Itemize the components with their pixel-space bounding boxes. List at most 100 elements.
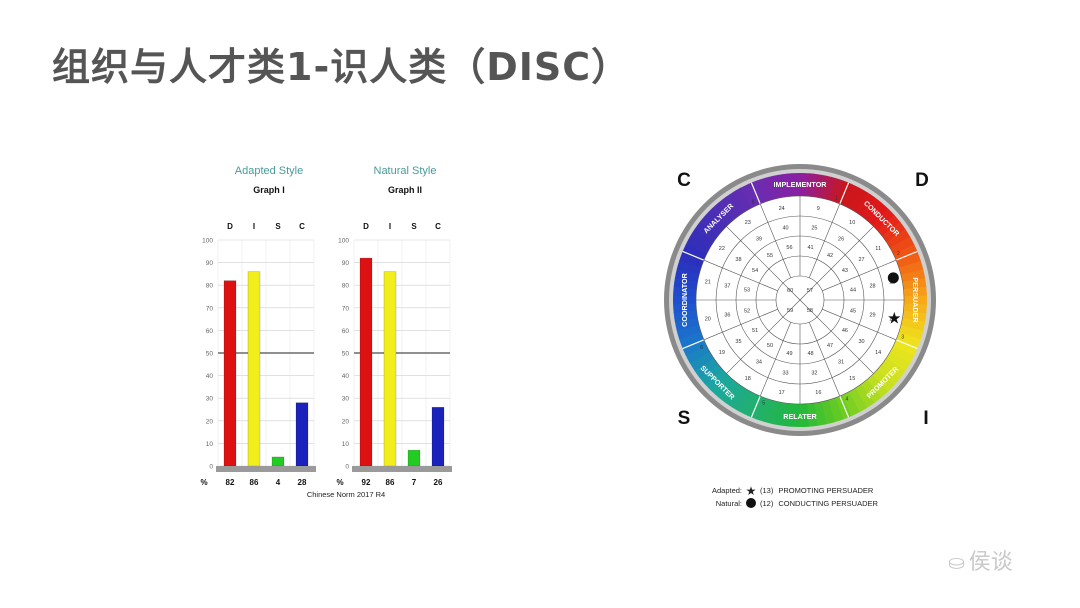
dot-icon <box>745 497 757 511</box>
chart1-category-D: D <box>227 222 233 231</box>
chart2-value-label-C: 26 <box>434 478 443 487</box>
ring-separator <box>895 250 918 261</box>
ring-slice <box>813 401 827 426</box>
ring-slice <box>889 345 915 365</box>
wheel-number-50: 50 <box>767 343 773 349</box>
outer-number-5: 5 <box>762 401 765 407</box>
wheel-number-51: 51 <box>752 328 758 334</box>
chart1-y-tick-30: 30 <box>206 396 214 403</box>
wheel-number-11: 11 <box>875 246 881 252</box>
ring-slice <box>854 384 875 409</box>
chart2-category-C: C <box>435 222 441 231</box>
ring-slice <box>871 369 895 392</box>
legend-natural-code: (12) <box>760 499 774 508</box>
corner-label-d: D <box>915 170 929 191</box>
ring-slice <box>903 303 927 314</box>
chart1-value-label-S: 4 <box>276 478 281 487</box>
wheel-number-16: 16 <box>815 390 821 396</box>
chart1-category-C: C <box>299 222 305 231</box>
segment-label-coordinator: COORDINATOR <box>680 272 689 326</box>
ring-slice <box>881 221 906 243</box>
watermark: ⛀ 侯谈 <box>948 544 1013 576</box>
ring-slice <box>685 345 710 364</box>
chart1-y-tick-50: 50 <box>206 351 214 358</box>
corner-label-i: I <box>923 408 928 429</box>
ring-slice <box>828 397 844 423</box>
chart2-bar-I <box>383 271 397 467</box>
ring-slice <box>848 187 868 213</box>
ring-slice <box>673 303 697 314</box>
outer-number-7: 7 <box>696 262 699 268</box>
ring-slice <box>764 399 779 425</box>
outer-number-3: 3 <box>901 334 904 340</box>
chart2-value-label-S: 7 <box>412 478 417 487</box>
chart1-y-tick-20: 20 <box>206 418 214 425</box>
segment-label-implementor: IMPLEMENTOR <box>774 180 828 189</box>
chart2-y-tick-80: 80 <box>342 283 350 290</box>
ring-slice <box>782 173 794 198</box>
wheel-number-25: 25 <box>811 225 817 231</box>
ring-slice <box>732 387 752 413</box>
chart2-bar-C <box>431 406 445 467</box>
ring-slice <box>705 208 729 231</box>
chart2-y-tick-10: 10 <box>342 441 350 448</box>
ring-slice <box>705 369 728 392</box>
legend-natural-text: CONDUCTING PERSUADER <box>778 499 878 508</box>
wheel-number-30: 30 <box>858 339 864 345</box>
wheel-number-37: 37 <box>724 284 730 290</box>
corner-label-s: S <box>678 408 691 429</box>
ring-slice <box>861 197 883 221</box>
ring-slice <box>885 352 910 372</box>
wheel-number-14: 14 <box>875 350 881 356</box>
wheel-center-spoke <box>799 299 818 318</box>
ring-slice <box>732 187 752 212</box>
legend-adapted-text: PROMOTING PERSUADER <box>778 486 874 495</box>
wheel-spoke <box>703 259 778 292</box>
ring-slice <box>673 277 698 290</box>
wheel-spoke <box>816 316 874 374</box>
wechat-icon: ⛀ <box>948 550 965 574</box>
ring-slice <box>676 324 702 340</box>
ring-slice <box>772 401 786 426</box>
wheel-number-43: 43 <box>842 268 848 274</box>
chart1-y-tick-70: 70 <box>206 305 214 312</box>
wheel-spoke <box>759 203 792 278</box>
ring-slice <box>896 252 921 269</box>
wheel-number-60: 60 <box>787 288 793 294</box>
wheel-number-38: 38 <box>735 257 741 263</box>
ring-slice <box>694 357 719 379</box>
chart1-value-label-C: 28 <box>298 478 307 487</box>
chart1-category-S: S <box>275 222 281 231</box>
chart1-y-tick-60: 60 <box>206 328 214 335</box>
wheel-number-17: 17 <box>779 390 785 396</box>
ring-slice <box>896 332 921 349</box>
wheel-number-18: 18 <box>745 376 751 382</box>
wheel-number-32: 32 <box>811 371 817 377</box>
ring-slice <box>679 331 704 348</box>
ring-slice <box>898 260 924 276</box>
ring-slice <box>872 208 895 231</box>
ring-slice <box>711 202 734 226</box>
outer-number-1: 1 <box>835 195 838 201</box>
adapted-marker: ★ <box>887 308 901 327</box>
chart1-y-tick-40: 40 <box>206 373 214 380</box>
wheel-number-48: 48 <box>807 351 813 357</box>
chart1-value-label-D: 82 <box>226 478 235 487</box>
norm-caption: Chinese Norm 2017 R4 <box>307 490 385 499</box>
ring-slice <box>790 403 800 427</box>
page-title: 组织与人才类1-识人类（DISC） <box>52 45 631 89</box>
legend-natural: Natural: (12) CONDUCTING PERSUADER <box>700 497 878 510</box>
ring-slice <box>890 236 915 255</box>
ring-separator <box>682 250 705 261</box>
chart1-bar-D <box>223 280 237 467</box>
ring-slice <box>902 310 927 323</box>
ring-slice <box>877 215 901 237</box>
chart1-subtitle: Graph I <box>253 185 285 195</box>
wheel-legend: Adapted: ★ (13) PROMOTING PERSUADER Natu… <box>700 484 878 510</box>
chart2-y-tick-100: 100 <box>338 238 349 245</box>
ring-slice <box>699 214 724 236</box>
wheel-number-40: 40 <box>783 225 789 231</box>
wheel-number-13: 13 <box>889 316 895 322</box>
wheel-number-36: 36 <box>724 312 730 318</box>
chart2-y-tick-90: 90 <box>342 260 350 267</box>
